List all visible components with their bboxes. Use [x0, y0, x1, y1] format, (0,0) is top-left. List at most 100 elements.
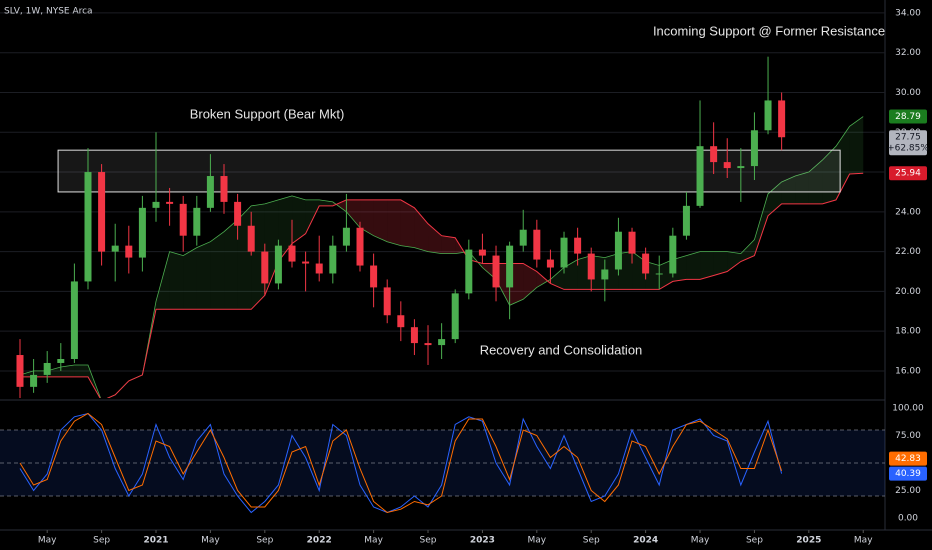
candle-body — [329, 245, 337, 274]
candle-body — [356, 227, 364, 266]
candle-body — [274, 245, 282, 284]
y-tick-label: 18.00 — [895, 327, 921, 337]
span-a-tag: 28.79 — [895, 112, 921, 122]
candle-body — [220, 176, 228, 202]
cloud-fill — [781, 176, 796, 204]
y-tick-label: 24.00 — [895, 207, 921, 217]
candle-body — [288, 245, 296, 262]
candle-body — [315, 263, 323, 274]
candle-body — [628, 231, 636, 254]
cloud-fill — [740, 239, 755, 262]
cloud-fill — [319, 199, 333, 206]
candle-body — [546, 259, 554, 268]
candle-body — [84, 172, 92, 282]
cloud-fill — [169, 251, 184, 310]
cloud-fill — [74, 364, 88, 377]
annotation: Broken Support (Bear Mkt) — [190, 106, 345, 121]
candle-body — [166, 201, 174, 204]
price-panel — [0, 12, 885, 398]
candle-body — [342, 227, 350, 246]
x-tick-label: May — [691, 536, 710, 546]
candle-body — [424, 343, 432, 346]
cloud-fill — [754, 193, 769, 256]
candle-body — [383, 287, 391, 316]
candle-body — [614, 231, 622, 270]
cloud-fill — [60, 364, 75, 377]
candle-body — [506, 245, 514, 288]
candle-body — [519, 229, 527, 246]
last-change: +62.85% — [887, 144, 929, 154]
candle-body — [669, 235, 677, 274]
cloud-fill — [536, 271, 551, 288]
candle-body — [587, 253, 595, 280]
candle-body — [778, 100, 786, 138]
x-tick-label: May — [364, 536, 383, 546]
cloud-fill — [700, 251, 714, 280]
osc-tick-label: 0.00 — [898, 514, 918, 524]
x-tick-label: May — [528, 536, 547, 546]
cloud-fill — [183, 247, 197, 310]
cloud-fill — [414, 207, 429, 252]
cloud-fill — [428, 223, 442, 254]
candle-body — [438, 339, 446, 346]
y-tick-label: 34.00 — [895, 8, 921, 18]
cloud-fill — [305, 199, 320, 234]
x-tick-label: 2022 — [307, 536, 332, 546]
osc-line — [19, 412, 783, 514]
candle-body — [206, 176, 214, 208]
x-tick-label: Sep — [420, 536, 437, 546]
candle-body — [302, 261, 310, 264]
candle-body — [152, 201, 160, 208]
candle-body — [370, 265, 378, 288]
x-tick-label: 2025 — [796, 536, 821, 546]
candle-body — [43, 362, 51, 375]
candle-body — [70, 281, 78, 360]
chart-title: SLV, 1W, NYSE Arca — [4, 7, 93, 17]
candle-body — [57, 359, 65, 363]
x-tick-label: May — [38, 536, 57, 546]
x-tick-label: Sep — [583, 536, 600, 546]
candle-body — [533, 229, 541, 260]
cloud-fill — [808, 160, 823, 204]
candle-body — [16, 355, 24, 387]
candle-body — [492, 255, 500, 288]
candle-body — [723, 162, 731, 169]
osc-tick-label: 100.00 — [892, 404, 924, 414]
cloud-fill — [373, 199, 388, 242]
candle-body — [234, 201, 242, 226]
candle-body — [193, 207, 201, 236]
cloud-fill — [795, 172, 809, 204]
y-tick-label: 30.00 — [895, 88, 921, 98]
cloud-fill — [713, 251, 728, 276]
x-tick-label: May — [854, 536, 873, 546]
last-price: 27.75 — [895, 133, 921, 143]
span-a-line — [19, 116, 864, 398]
candle-body — [642, 253, 650, 274]
candle-body — [710, 146, 718, 163]
span-b-tag-box — [889, 166, 927, 181]
cloud-fill — [836, 126, 850, 200]
cloud-fill — [346, 199, 361, 228]
x-tick-label: 2024 — [633, 536, 658, 546]
cloud-fill — [849, 116, 864, 175]
span-a-tag-box — [889, 109, 927, 124]
cloud-fill — [441, 235, 456, 254]
candle-body — [750, 130, 758, 167]
candle-body — [397, 315, 405, 328]
cloud-fill — [727, 251, 741, 272]
candle-body — [478, 249, 486, 256]
y-tick-label: 32.00 — [895, 48, 921, 58]
cloud-fill — [196, 241, 211, 310]
cloud-fill — [550, 267, 565, 290]
cloud-fill — [400, 199, 415, 248]
osc-d-tag-box — [889, 451, 927, 466]
osc-line — [19, 412, 783, 514]
candle-body — [98, 172, 106, 252]
y-tick-label: 22.00 — [895, 247, 921, 257]
x-tick-label: Sep — [93, 536, 110, 546]
cloud-fill — [278, 195, 293, 262]
annotation: Recovery and Consolidation — [480, 342, 643, 357]
cloud-fill — [210, 231, 225, 310]
candle-body — [179, 203, 187, 236]
